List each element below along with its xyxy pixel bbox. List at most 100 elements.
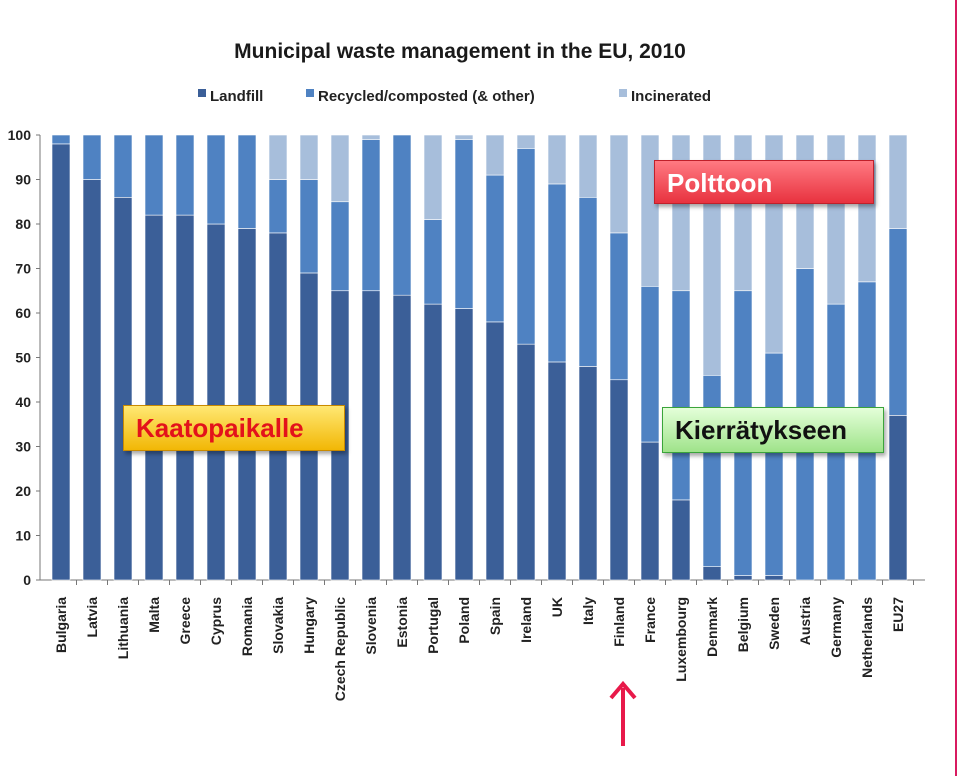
x-tick-label: Cyprus <box>208 597 224 645</box>
x-tick-label: Belgium <box>735 597 751 652</box>
y-tick-label: 80 <box>15 216 31 232</box>
bar-segment <box>547 361 567 581</box>
bar-segment <box>578 366 598 581</box>
x-tick-label: Slovakia <box>270 597 286 654</box>
legend: Landfill Recycled/composted (& other) Inci… <box>198 88 711 105</box>
bar-segment <box>330 201 350 292</box>
legend-label-0: Landfill <box>210 88 263 105</box>
x-axis-labels: Bulgaria Latvia Lithuania Malta Greece Cyprus… <box>53 580 914 701</box>
x-tick-label: Malta <box>146 597 162 633</box>
x-tick-label: Austria <box>797 597 813 645</box>
bar-segment <box>237 134 257 229</box>
bar-segment <box>547 183 567 363</box>
bar-segment <box>82 179 102 581</box>
bar-segment <box>671 134 691 292</box>
bar-segment <box>423 303 443 581</box>
bar-segment <box>516 148 536 345</box>
x-tick-label: Spain <box>487 597 503 635</box>
legend-swatch-2 <box>619 89 627 97</box>
bar-segment <box>609 379 629 581</box>
bar-segment <box>888 134 908 229</box>
bar-segment <box>299 179 319 274</box>
bar-segment <box>516 134 536 149</box>
x-tick-label: Netherlands <box>859 597 875 678</box>
x-tick-label: Bulgaria <box>53 597 69 653</box>
x-tick-label: Slovenia <box>363 597 379 655</box>
x-tick-label: Romania <box>239 597 255 656</box>
y-tick-label: 20 <box>15 483 31 499</box>
bar-segment <box>423 134 443 220</box>
bar-segment <box>485 134 505 176</box>
bar-segment <box>392 294 412 581</box>
x-tick-label: France <box>642 597 658 643</box>
y-tick-label: 90 <box>15 172 31 188</box>
bar-segment <box>82 134 102 180</box>
bar-segment <box>578 197 598 367</box>
x-tick-label: UK <box>549 597 565 617</box>
bar-segment <box>330 134 350 203</box>
x-tick-label: Ireland <box>518 597 534 643</box>
y-tick-label: 10 <box>15 528 31 544</box>
x-tick-label: Finland <box>611 597 627 647</box>
x-tick-label: Hungary <box>301 597 317 654</box>
bar-segment <box>454 308 474 581</box>
bar-segment <box>268 179 288 234</box>
x-tick-label: Germany <box>828 597 844 658</box>
y-tick-label: 40 <box>15 394 31 410</box>
x-tick-label: Latvia <box>84 597 100 638</box>
bar-segment <box>206 223 226 581</box>
x-tick-label: Italy <box>580 597 596 625</box>
bar-segment <box>454 139 474 309</box>
y-tick-label: 50 <box>15 350 31 366</box>
bar-segment <box>423 219 443 305</box>
x-tick-label: EU27 <box>890 597 906 632</box>
bar-segment <box>361 134 381 140</box>
bar-segment <box>888 228 908 416</box>
x-tick-label: Estonia <box>394 597 410 648</box>
x-tick-label: Luxembourg <box>673 597 689 682</box>
x-tick-label: Poland <box>456 597 472 644</box>
bar-segment <box>361 290 381 581</box>
x-tick-label: Denmark <box>704 597 720 657</box>
bar-segment <box>857 134 877 283</box>
bar-segment <box>206 134 226 225</box>
incinerated-callout: Polttoon <box>654 160 874 204</box>
bar-segment <box>51 134 71 145</box>
bar-segment <box>454 134 474 140</box>
x-tick-label: Sweden <box>766 597 782 650</box>
bar-segment <box>485 321 505 581</box>
bar-segment <box>516 343 536 581</box>
legend-swatch-1 <box>306 89 314 97</box>
y-tick-label: 0 <box>23 572 31 588</box>
x-tick-label: Portugal <box>425 597 441 654</box>
bar-segment <box>113 134 133 198</box>
bar-segment <box>547 134 567 185</box>
bar-segment <box>888 415 908 581</box>
bar-segment <box>609 232 629 381</box>
legend-label-1: Recycled/composted (& other) <box>318 88 535 105</box>
landfill-callout: Kaatopaikalle <box>123 405 345 451</box>
bar-segment <box>702 566 722 581</box>
bar-segment <box>733 575 753 581</box>
bar-segment <box>175 214 195 581</box>
y-axis: 0 10 20 30 40 50 60 70 80 90 100 <box>8 127 925 588</box>
x-tick-label: Lithuania <box>115 597 131 659</box>
y-tick-label: 30 <box>15 439 31 455</box>
legend-label-2: Incinerated <box>631 88 711 105</box>
chart-title: Municipal waste management in the EU, 20… <box>234 40 686 63</box>
x-tick-label: Czech Republic <box>332 597 348 701</box>
bar-segment <box>671 290 691 501</box>
up-arrow-icon <box>609 680 637 746</box>
bar-segment <box>361 139 381 292</box>
y-tick-label: 70 <box>15 261 31 277</box>
bar-segment <box>764 575 784 581</box>
bar-segment <box>609 134 629 234</box>
bar-segment <box>268 134 288 180</box>
bar-segment <box>733 134 753 292</box>
bar-segment <box>640 285 660 443</box>
bar-segment <box>764 352 784 576</box>
bar-segment <box>144 214 164 581</box>
bar-segment <box>640 134 660 287</box>
bar-segment <box>485 174 505 323</box>
